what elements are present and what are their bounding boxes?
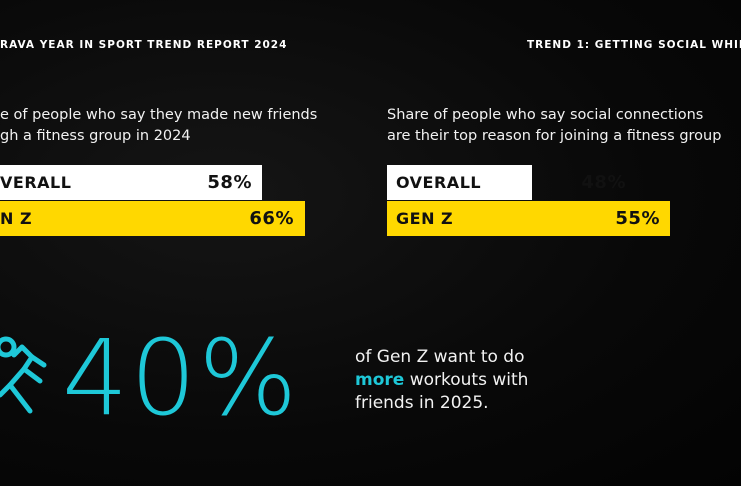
row-label: GEN Z <box>396 209 454 228</box>
row-label: OVERALL <box>396 173 482 192</box>
header-left: RAVA YEAR IN SPORT TREND REPORT 2024 <box>0 39 288 51</box>
callout-text: friends in 2025. <box>355 393 489 413</box>
panel-title: gh a fitness group in 2024 <box>0 128 191 144</box>
highlight: more <box>355 370 405 390</box>
row-label: N Z <box>0 209 33 228</box>
bar <box>0 165 262 200</box>
header-right: TREND 1: GETTING SOCIAL WHILE WE <box>527 39 741 51</box>
value-label: 48% <box>581 172 626 193</box>
bar <box>0 201 305 236</box>
bar <box>387 165 532 200</box>
panel-title: e of people who say they made new friend… <box>0 107 318 123</box>
value-label: 55% <box>615 208 660 229</box>
value-label: 66% <box>249 208 294 229</box>
bar <box>387 201 670 236</box>
panel-title: Share of people who say social connectio… <box>387 107 704 123</box>
callout-text: of Gen Z want to do <box>355 347 525 367</box>
callout-text: workouts with <box>404 370 529 390</box>
panel-title: are their top reason for joining a fitne… <box>387 128 722 144</box>
callout-text: more workouts with <box>355 369 528 392</box>
row-label: VERALL <box>0 173 72 192</box>
big-stat: 40% <box>62 317 300 439</box>
runner-icon <box>0 336 47 414</box>
value-label: 58% <box>207 172 252 193</box>
